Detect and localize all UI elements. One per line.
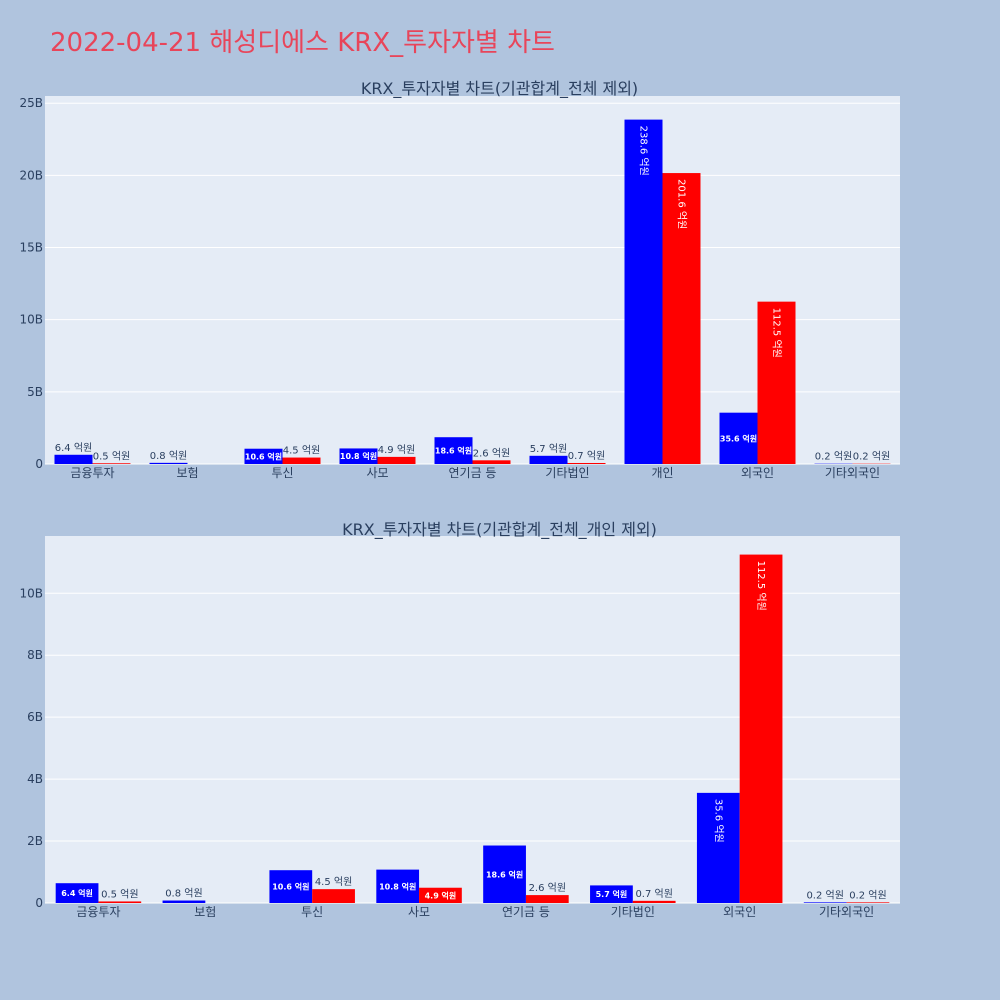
data-label: 35.6 억원 xyxy=(720,433,757,443)
data-label: 238.6 억원 xyxy=(638,126,650,176)
bar xyxy=(339,448,378,464)
y-tick-label: 0 xyxy=(35,896,43,910)
y-tick-label: 10B xyxy=(19,586,43,600)
bar xyxy=(529,455,568,464)
data-label: 5.7 억원 xyxy=(530,443,567,455)
y-tick-label: 15B xyxy=(19,241,43,255)
data-label: 0.5 억원 xyxy=(93,450,130,462)
data-label: 2.6 억원 xyxy=(529,882,566,894)
x-tick-label: 금융투자 xyxy=(76,905,120,919)
data-label: 4.9 억원 xyxy=(378,444,415,456)
bar xyxy=(377,456,416,464)
bar xyxy=(624,119,663,464)
bar xyxy=(54,454,93,464)
x-tick-label: 금융투자 xyxy=(70,466,114,480)
chart-2: 0 2B 4B 6B 8B 10B KRX_투자자별 차트(기관합계_전체_개인 제외) 금융… xyxy=(19,520,900,919)
x-tick-label: 투신 xyxy=(301,905,323,919)
data-label: 6.4 억원 xyxy=(61,888,93,898)
y-tick-label: 20B xyxy=(19,168,43,182)
data-label: 6.4 억원 xyxy=(55,442,92,454)
data-label: 0.2 억원 xyxy=(849,889,886,901)
x-tick-label: 기타법인 xyxy=(611,905,655,919)
bar xyxy=(719,412,758,464)
data-label: 4.5 억원 xyxy=(315,876,352,888)
data-label: 10.8 억원 xyxy=(379,881,416,891)
chart-1: 0 5B 10B 15B 20B 25B KRX_투자자별 차트(기관합계_전체 제외) 금융… xyxy=(19,79,900,480)
x-tick-label: 투신 xyxy=(271,466,293,480)
y-tick-label: 6B xyxy=(27,710,43,724)
x-tick-label: 연기금 등 xyxy=(502,905,550,919)
bar xyxy=(739,554,783,903)
data-label: 0.5 억원 xyxy=(101,888,138,900)
bar xyxy=(632,900,676,903)
data-label: 201.6 억원 xyxy=(676,179,688,229)
data-label: 0.2 억원 xyxy=(806,889,843,901)
y-tick-label: 25B xyxy=(19,96,43,110)
page-title: 2022-04-21 해성디에스 KRX_투자자별 차트 xyxy=(50,28,555,58)
x-tick-label: 기타법인 xyxy=(545,466,589,480)
x-tick-label: 기타외국인 xyxy=(825,466,880,480)
x-tick-label: 개인 xyxy=(651,466,673,480)
bar xyxy=(696,792,740,903)
bar xyxy=(567,462,606,464)
bar xyxy=(244,448,283,464)
bar xyxy=(846,902,890,903)
data-label: 18.6 억원 xyxy=(435,446,472,456)
y-tick-label: 10B xyxy=(19,313,43,327)
y-tick-label: 2B xyxy=(27,834,43,848)
bar xyxy=(269,870,313,903)
bar xyxy=(419,887,462,903)
data-label: 112.5 억원 xyxy=(771,308,783,358)
x-tick-label: 사모 xyxy=(408,905,430,919)
data-label: 2.6 억원 xyxy=(473,447,510,459)
x-tick-label: 사모 xyxy=(366,466,388,480)
y-tick-label: 0 xyxy=(35,457,43,471)
data-label: 5.7 억원 xyxy=(596,889,628,899)
data-label: 0.8 억원 xyxy=(165,888,202,900)
bar xyxy=(434,437,473,464)
bar xyxy=(312,889,355,903)
data-label: 0.7 억원 xyxy=(568,450,605,462)
x-tick-label: 외국인 xyxy=(741,466,774,480)
data-label: 10.6 억원 xyxy=(272,882,309,892)
data-label: 35.6 억원 xyxy=(712,799,724,843)
bar xyxy=(483,845,526,903)
y-tick-label: 8B xyxy=(27,648,43,662)
bar xyxy=(803,902,847,903)
x-tick-label: 보험 xyxy=(194,905,216,919)
data-label: 4.5 억원 xyxy=(283,445,320,457)
data-label: 10.6 억원 xyxy=(245,451,282,461)
bar xyxy=(282,457,321,464)
bar xyxy=(376,869,420,903)
x-tick-label: 보험 xyxy=(176,466,198,480)
data-label: 0.2 억원 xyxy=(815,451,852,463)
data-label: 4.9 억원 xyxy=(425,890,457,900)
chart-subtitle: KRX_투자자별 차트(기관합계_전체 제외) xyxy=(361,79,638,99)
data-label: 18.6 억원 xyxy=(486,869,523,879)
bar xyxy=(55,883,99,903)
y-tick-label: 4B xyxy=(27,772,43,786)
chart-subtitle: KRX_투자자별 차트(기관합계_전체_개인 제외) xyxy=(342,520,657,540)
x-tick-label: 기타외국인 xyxy=(819,905,874,919)
bar xyxy=(662,173,701,464)
bar xyxy=(472,460,511,464)
bar xyxy=(162,900,206,903)
x-tick-label: 외국인 xyxy=(723,905,756,919)
bar xyxy=(757,301,796,464)
bar xyxy=(92,463,131,464)
bar xyxy=(98,901,142,903)
data-label: 10.8 억원 xyxy=(340,451,377,461)
y-tick-label: 5B xyxy=(27,385,43,399)
data-label: 0.7 억원 xyxy=(635,888,672,900)
data-label: 0.2 억원 xyxy=(853,451,890,463)
bar xyxy=(590,885,633,903)
data-label: 112.5 억원 xyxy=(755,561,767,611)
x-tick-label: 연기금 등 xyxy=(449,466,497,480)
data-label: 0.8 억원 xyxy=(150,450,187,462)
bar xyxy=(149,462,188,464)
bar xyxy=(525,895,569,903)
